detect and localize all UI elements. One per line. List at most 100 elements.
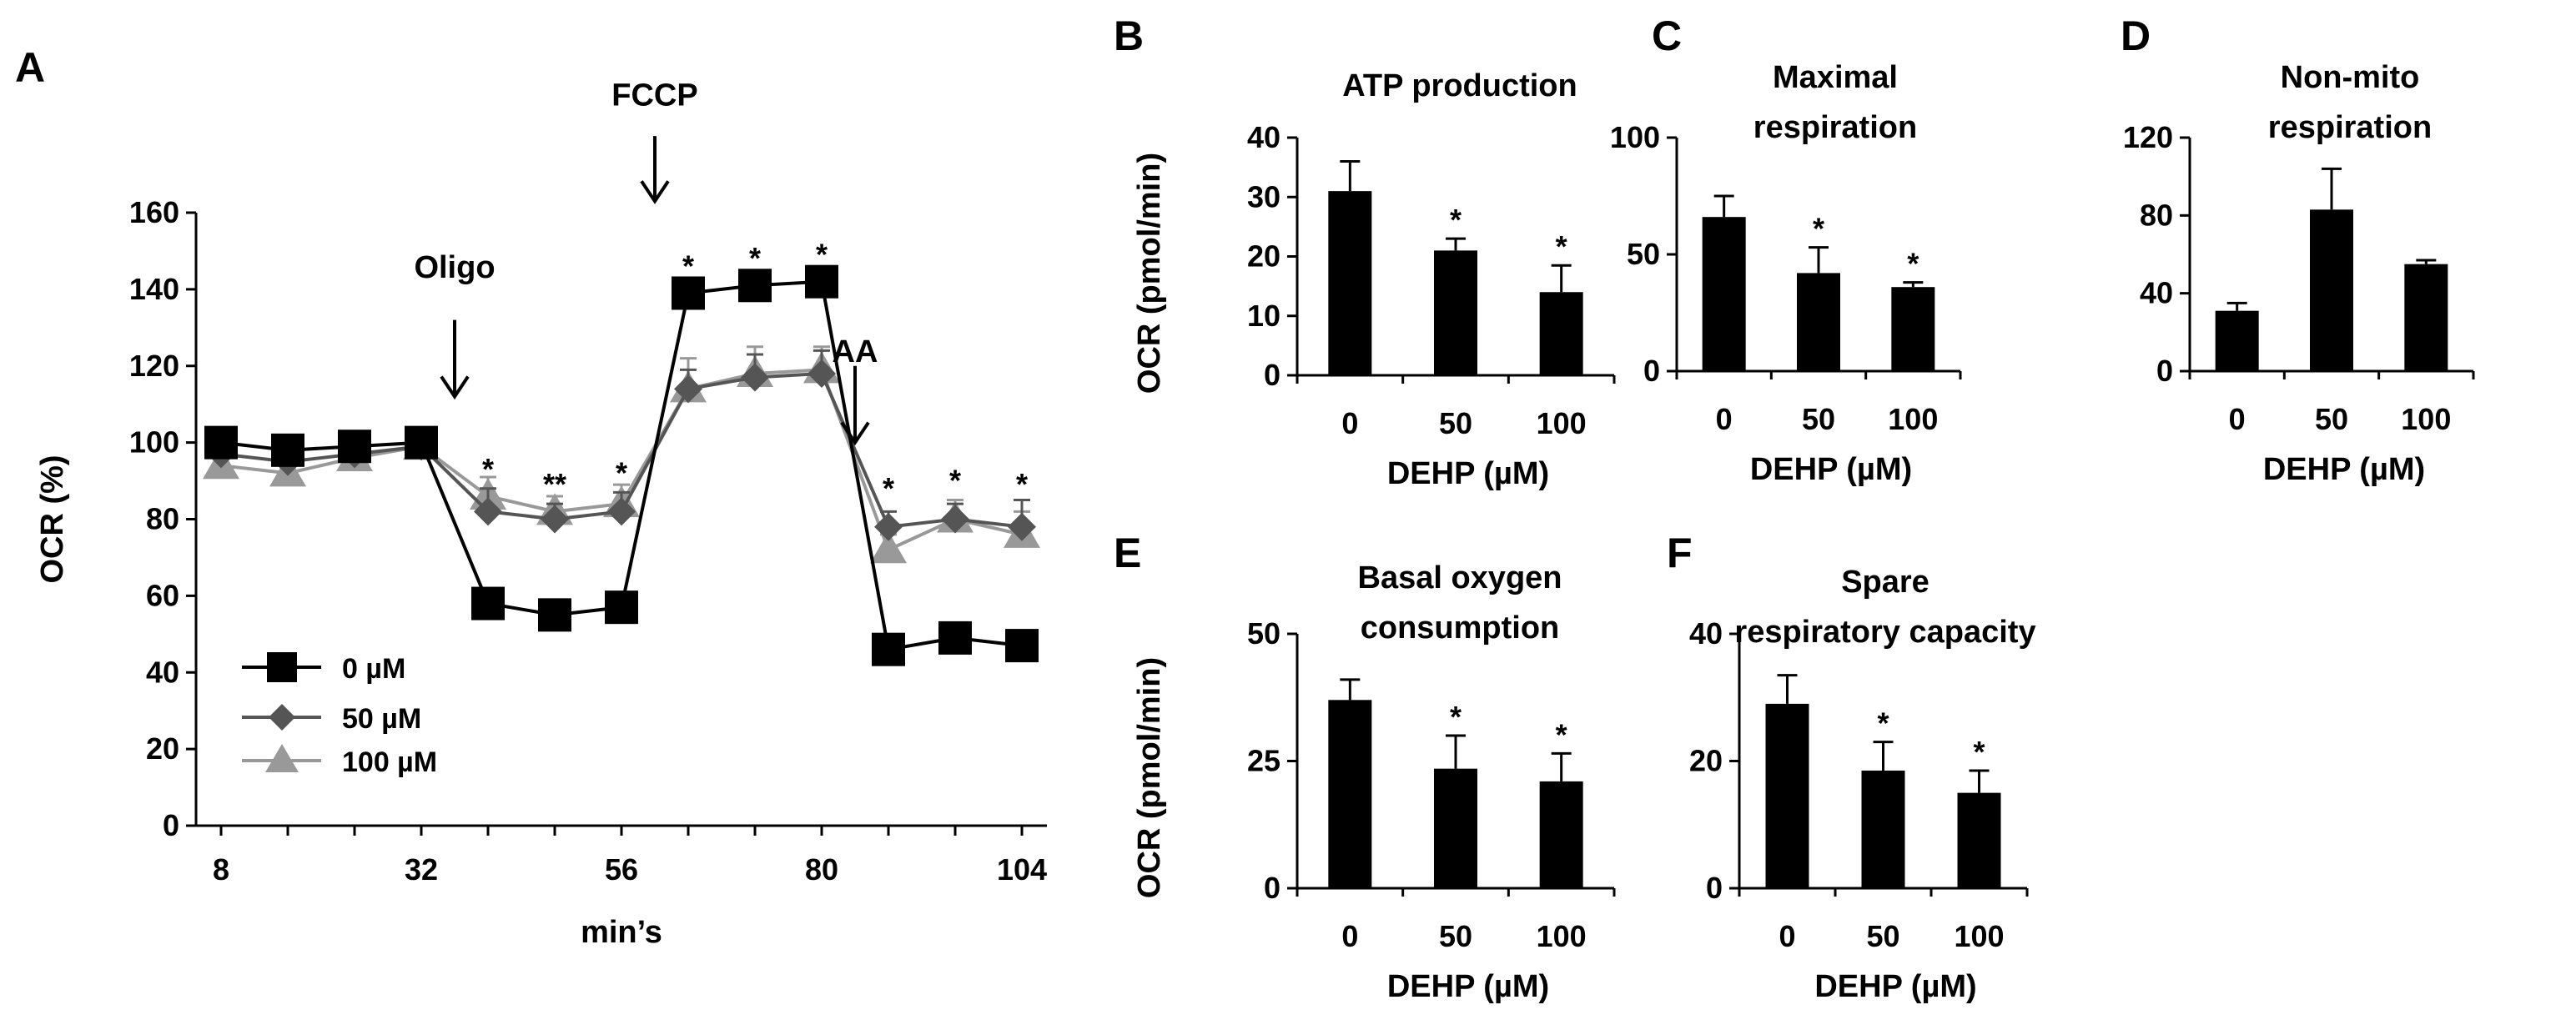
chart-title: Spare	[1841, 565, 1929, 600]
significance-star: *	[482, 452, 494, 486]
significance-star: *	[1450, 700, 1462, 734]
legend-marker	[267, 652, 297, 682]
x-tick-label: 50	[1439, 406, 1472, 440]
chart-title: Basal oxygen	[1358, 560, 1562, 595]
y-tick-label: 0	[1264, 358, 1280, 392]
y-tick-label: 120	[2123, 120, 2173, 154]
y-axis-label: OCR (pmol/min)	[1132, 657, 1167, 898]
chart-title: Non-mito	[2281, 60, 2420, 95]
x-tick-label: 104	[997, 852, 1047, 887]
y-tick-label: 100	[1610, 120, 1660, 154]
chart-title: consumption	[1361, 610, 1560, 646]
x-tick-label: 0	[1341, 919, 1358, 953]
significance-star: *	[1907, 247, 1919, 281]
data-point	[805, 264, 838, 299]
y-tick-label: 60	[146, 578, 179, 612]
y-axis-label: OCR (pmol/min)	[1132, 153, 1167, 394]
chart-title: respiration	[2268, 110, 2432, 145]
treatment-label: AA	[833, 334, 878, 369]
significance-star: *	[1450, 203, 1462, 237]
y-tick-label: 20	[1247, 239, 1280, 274]
panel-letter: A	[15, 44, 45, 91]
x-tick-label: 100	[1888, 402, 1938, 436]
legend-label: 50 µM	[342, 703, 421, 735]
panel-letter: C	[1652, 13, 1682, 59]
y-tick-label: 50	[1247, 616, 1280, 651]
bar	[1434, 250, 1477, 375]
y-axis-label: OCR (%)	[35, 455, 70, 583]
x-tick-label: 8	[213, 852, 229, 887]
y-tick-label: 20	[146, 731, 179, 766]
panel-letter: B	[1114, 13, 1144, 59]
chart-title: ATP production	[1342, 68, 1577, 103]
data-point	[607, 497, 636, 526]
y-tick-label: 0	[1264, 871, 1280, 905]
x-axis-label: DEHP (µM)	[1387, 456, 1549, 491]
x-tick-label: 100	[1537, 406, 1587, 440]
bar	[1434, 768, 1477, 888]
significance-star: *	[1016, 467, 1028, 501]
data-point	[541, 505, 569, 534]
bar	[1328, 700, 1372, 888]
x-axis-label: min’s	[581, 915, 662, 950]
legend-marker	[265, 744, 299, 772]
y-tick-label: 40	[2140, 276, 2173, 310]
data-point	[674, 374, 702, 404]
bar	[1891, 287, 1935, 371]
series-1	[207, 349, 1036, 541]
y-tick-label: 40	[146, 655, 179, 689]
bar	[2404, 264, 2448, 371]
significance-star: *	[682, 249, 694, 283]
data-point	[808, 359, 836, 388]
bar	[2215, 310, 2259, 371]
y-tick-label: 140	[129, 272, 179, 306]
panel-a: A 0 20 40 60 80 100 120 140 160 8 32 56 80 104 min’s OCR…	[15, 44, 1047, 950]
x-tick-label: 100	[1537, 919, 1587, 953]
bar	[1861, 770, 1905, 888]
y-tick-label: 10	[1247, 299, 1280, 333]
bar	[1765, 703, 1809, 888]
legend: 0 µM 50 µM 100 µM	[242, 652, 437, 778]
x-tick-label: 100	[1954, 919, 2004, 953]
arrow-head	[840, 421, 870, 446]
legend-label: 0 µM	[342, 653, 405, 685]
data-point	[874, 512, 903, 541]
y-tick-label: 0	[1643, 354, 1660, 388]
data-point	[271, 433, 304, 467]
chart-title: respiratory capacity	[1734, 615, 2035, 650]
significance-star: *	[883, 471, 894, 505]
x-tick-label: 80	[805, 852, 838, 887]
x-tick-label: 0	[1341, 406, 1358, 440]
significance-star: *	[749, 241, 761, 275]
significance-star: **	[543, 467, 566, 501]
bar	[1328, 191, 1372, 375]
legend-label: 100 µM	[342, 746, 437, 778]
panel-d: D 0 40 80 120 0 50 100 Non-mito respiration DEHP (…	[2121, 13, 2475, 487]
panel-letter: D	[2121, 13, 2151, 59]
x-tick-label: 0	[1779, 919, 1795, 953]
y-tick-label: 80	[2140, 198, 2173, 232]
y-tick-label: 100	[129, 425, 179, 460]
data-point	[471, 586, 505, 620]
data-point	[538, 598, 571, 632]
y-tick-label: 20	[1689, 744, 1723, 778]
data-point	[738, 269, 772, 303]
panel-f: F 0 20 40 0 * 50 * 100 Spare respiratory capacity D…	[1667, 530, 2036, 1004]
data-point	[938, 620, 972, 655]
significance-star: *	[1973, 735, 1985, 769]
arrow-head	[440, 375, 470, 400]
x-tick-label: 50	[1439, 919, 1472, 953]
panel-c: C 0 50 100 0 * 50 * 100 Maximal respiration DEHP (µ…	[1610, 13, 1962, 487]
significance-star: *	[1877, 706, 1889, 741]
treatment-label: Oligo	[414, 250, 495, 285]
y-tick-label: 0	[1706, 871, 1723, 905]
y-tick-label: 25	[1247, 744, 1280, 778]
x-tick-label: 50	[1802, 402, 1835, 436]
treatment-label: FCCP	[611, 78, 697, 113]
x-axis-label: DEHP (µM)	[1750, 452, 1912, 487]
x-axis-label: DEHP (µM)	[1387, 969, 1549, 1004]
significance-star: *	[949, 464, 961, 498]
x-tick-label: 56	[605, 852, 638, 887]
chart-title: respiration	[1753, 110, 1917, 145]
